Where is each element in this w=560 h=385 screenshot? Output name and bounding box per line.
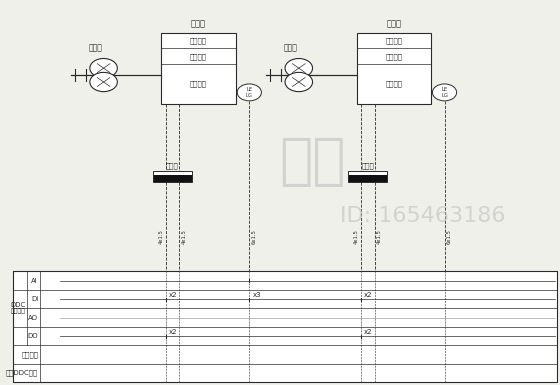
Text: 4x1.5: 4x1.5 <box>377 229 382 244</box>
Text: 接入DDC番号: 接入DDC番号 <box>6 370 38 377</box>
Text: LE: LE <box>246 87 253 92</box>
Text: x2: x2 <box>169 292 178 298</box>
Text: 启泵水位: 启泵水位 <box>190 53 207 60</box>
Bar <box>13 271 557 382</box>
Text: DI: DI <box>31 296 38 302</box>
Circle shape <box>237 84 262 101</box>
Text: AO: AO <box>28 315 38 321</box>
Text: DO: DO <box>27 333 38 339</box>
Bar <box>161 33 236 104</box>
Text: LE: LE <box>441 87 447 92</box>
Circle shape <box>90 72 118 92</box>
Text: LG: LG <box>246 93 253 97</box>
Text: 污水坑: 污水坑 <box>386 19 401 28</box>
Bar <box>13 271 557 382</box>
Bar <box>153 171 192 176</box>
Bar <box>348 171 387 176</box>
Text: 停泵水位: 停泵水位 <box>190 81 207 87</box>
Text: 4x1.5: 4x1.5 <box>181 229 186 244</box>
Text: AI: AI <box>31 278 38 284</box>
Bar <box>348 171 387 182</box>
Text: x3: x3 <box>253 292 261 298</box>
Text: x2: x2 <box>364 329 373 335</box>
Bar <box>153 176 192 182</box>
Text: 污水泵: 污水泵 <box>283 43 297 52</box>
Circle shape <box>90 59 118 78</box>
Text: DDC: DDC <box>11 302 26 308</box>
Bar <box>357 33 431 104</box>
Text: 集水坑: 集水坑 <box>191 19 206 28</box>
Text: 配电箱: 配电箱 <box>166 162 179 169</box>
Bar <box>348 176 387 182</box>
Text: 4x1.5: 4x1.5 <box>354 229 359 244</box>
Text: 停泵水位: 停泵水位 <box>385 81 402 87</box>
Text: LG: LG <box>441 93 448 97</box>
Text: 6x1.5: 6x1.5 <box>251 229 256 244</box>
Text: 现场单线: 现场单线 <box>11 309 26 314</box>
Text: 4x1.5: 4x1.5 <box>158 229 164 244</box>
Text: 知末: 知末 <box>279 135 346 189</box>
Text: 报警水位: 报警水位 <box>385 37 402 44</box>
Text: 启泵水位: 启泵水位 <box>385 53 402 60</box>
Text: x2: x2 <box>169 329 178 335</box>
Text: 集水泵: 集水泵 <box>88 43 102 52</box>
Text: x2: x2 <box>364 292 373 298</box>
Circle shape <box>285 72 312 92</box>
Text: 配电箱: 配电箱 <box>361 162 374 169</box>
Text: 6x1.5: 6x1.5 <box>447 229 452 244</box>
Circle shape <box>285 59 312 78</box>
Text: 参数编号: 参数编号 <box>21 351 38 358</box>
Text: ID: 165463186: ID: 165463186 <box>340 206 505 226</box>
Text: 报警水位: 报警水位 <box>190 37 207 44</box>
Circle shape <box>432 84 456 101</box>
Bar <box>153 171 192 182</box>
